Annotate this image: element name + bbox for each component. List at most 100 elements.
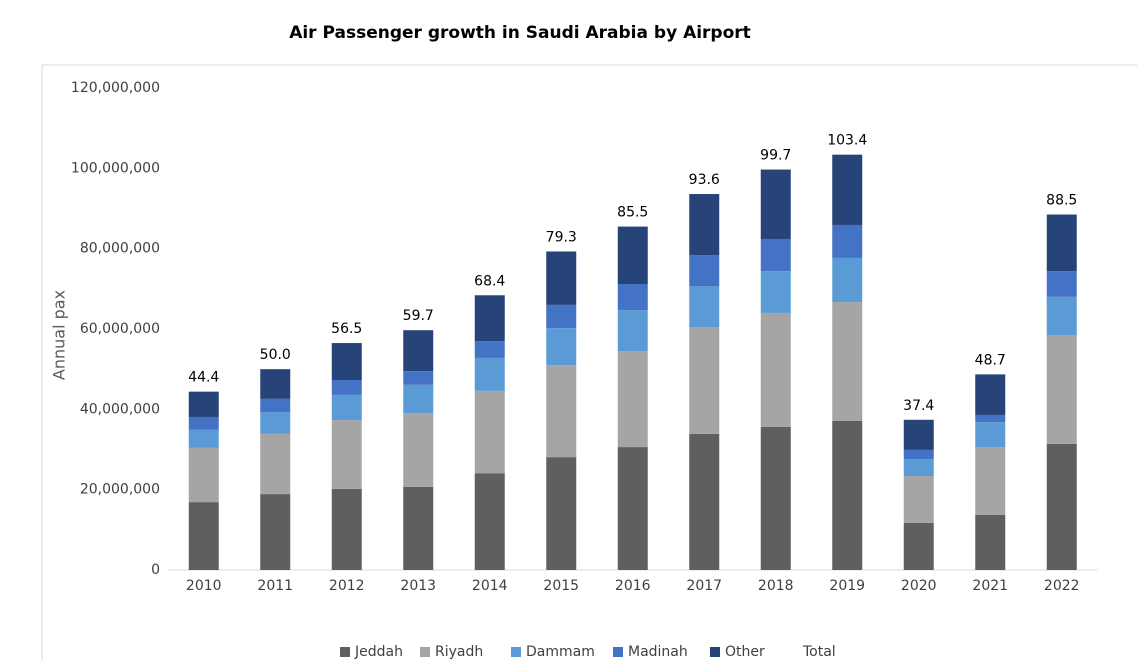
total-label: 48.7 <box>975 352 1006 368</box>
bar-segment <box>403 486 434 570</box>
legend-label: Total <box>802 644 836 660</box>
bar-segment <box>331 343 362 381</box>
bar-segment <box>1046 443 1077 570</box>
legend-label: Madinah <box>628 644 688 660</box>
bar-segment <box>403 412 434 487</box>
bar-segment <box>975 447 1006 515</box>
bar-segment <box>617 284 648 311</box>
x-tick-label: 2010 <box>186 578 222 594</box>
bar-segment <box>403 371 434 385</box>
bar-segment <box>474 473 505 570</box>
y-tick-label: 120,000,000 <box>71 80 160 96</box>
chart-frame <box>41 64 1137 661</box>
x-tick-label: 2011 <box>257 578 293 594</box>
x-tick-label: 2014 <box>472 578 508 594</box>
total-label: 59.7 <box>403 308 434 324</box>
bar-segment <box>760 271 791 313</box>
bar-segment <box>832 224 863 258</box>
bar-segment <box>474 390 505 474</box>
y-tick-label: 40,000,000 <box>80 401 160 417</box>
bar-segment <box>617 447 648 570</box>
bar-segment <box>903 449 934 460</box>
x-tick-label: 2013 <box>400 578 436 594</box>
bar-segment <box>1046 271 1077 297</box>
bar-segment <box>689 433 720 570</box>
bar-segment <box>474 357 505 391</box>
legend-swatch <box>420 647 430 657</box>
total-label: 99.7 <box>760 148 791 164</box>
chart-title: Air Passenger growth in Saudi Arabia by … <box>289 23 751 43</box>
bar-segment <box>1046 335 1077 444</box>
bar-segment <box>188 502 219 570</box>
total-label: 68.4 <box>474 273 505 289</box>
total-label: 37.4 <box>903 398 934 414</box>
bar-segment <box>474 295 505 342</box>
bar-segment <box>403 330 434 372</box>
bar-segment <box>617 226 648 285</box>
bar-segment <box>903 419 934 450</box>
legend-label: Riyadh <box>435 644 483 660</box>
y-tick-label: 20,000,000 <box>80 482 160 498</box>
bar-segment <box>188 391 219 417</box>
total-label: 79.3 <box>546 229 577 245</box>
bar-segment <box>331 420 362 489</box>
bar-segment <box>188 416 219 430</box>
y-tick-label: 80,000,000 <box>80 241 160 257</box>
bar-segment <box>546 304 577 329</box>
x-tick-label: 2019 <box>829 578 865 594</box>
bar-segment <box>689 286 720 327</box>
bar-segment <box>331 488 362 570</box>
bar-segment <box>617 351 648 448</box>
bar-segment <box>546 365 577 458</box>
bar-segment <box>1046 214 1077 272</box>
bar-segment <box>188 429 219 448</box>
bar-segment <box>903 459 934 477</box>
legend-label: Other <box>725 644 765 660</box>
bar-segment <box>1046 296 1077 336</box>
bar-segment <box>832 154 863 225</box>
legend-swatch <box>710 647 720 657</box>
y-tick-label: 0 <box>151 562 160 578</box>
bar-segment <box>689 326 720 434</box>
y-axis-label: Annual pax <box>50 290 69 380</box>
bar-segment <box>760 427 791 570</box>
total-label: 93.6 <box>689 172 720 188</box>
bar-segment <box>689 194 720 256</box>
total-label: 103.4 <box>827 133 867 149</box>
bar-segment <box>617 310 648 352</box>
bar-segment <box>260 433 291 495</box>
bar-segment <box>331 380 362 395</box>
total-label: 88.5 <box>1046 193 1077 209</box>
bar-segment <box>832 420 863 570</box>
total-label: 44.4 <box>188 370 219 386</box>
legend-swatch <box>613 647 623 657</box>
bar-segment <box>760 312 791 428</box>
y-tick-label: 100,000,000 <box>71 160 160 176</box>
y-tick-label: 60,000,000 <box>80 321 160 337</box>
bar-segment <box>975 414 1006 423</box>
x-tick-label: 2020 <box>901 578 937 594</box>
bar-segment <box>832 302 863 421</box>
x-tick-label: 2016 <box>615 578 651 594</box>
bar-segment <box>689 255 720 287</box>
total-label: 50.0 <box>260 347 291 363</box>
bar-segment <box>546 251 577 305</box>
bar-segment <box>188 447 219 503</box>
bar-segment <box>260 369 291 399</box>
bar-segment <box>760 169 791 240</box>
total-label: 85.5 <box>617 205 648 221</box>
bar-segment <box>975 422 1006 448</box>
bar-segment <box>260 494 291 570</box>
total-label: 56.5 <box>331 321 362 337</box>
x-tick-label: 2018 <box>758 578 794 594</box>
bar-segment <box>975 374 1006 415</box>
bar-segment <box>331 394 362 421</box>
bar-segment <box>474 341 505 358</box>
bar-segment <box>260 412 291 434</box>
bar-segment <box>903 523 934 570</box>
bar-segment <box>975 514 1006 570</box>
x-tick-label: 2015 <box>543 578 579 594</box>
bar-segment <box>546 457 577 570</box>
bar-segment <box>832 257 863 303</box>
